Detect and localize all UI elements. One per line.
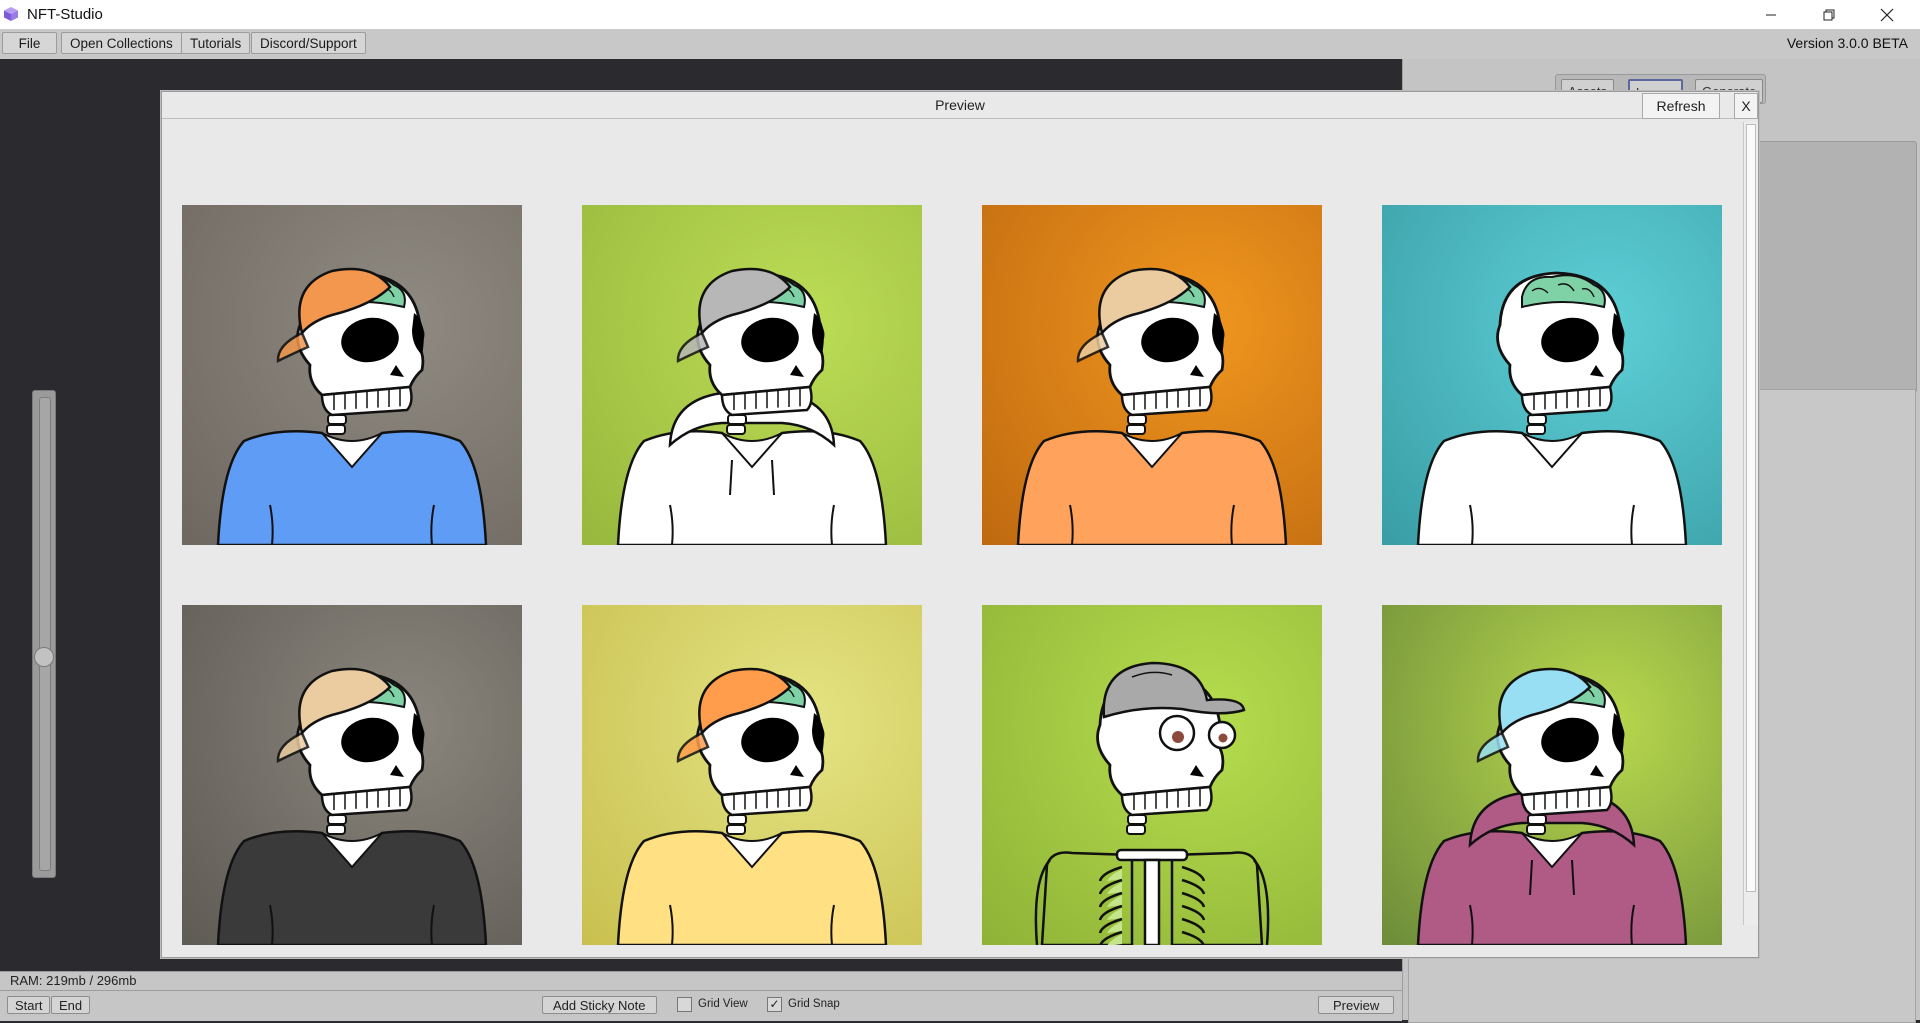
minimize-icon	[1766, 14, 1776, 15]
file-menu-button[interactable]: File	[2, 32, 57, 54]
restore-icon	[1823, 9, 1835, 20]
close-icon	[1880, 8, 1894, 21]
minimize-button[interactable]	[1742, 0, 1800, 29]
grid-snap-label: Grid Snap	[788, 998, 840, 1010]
nft-preview-image[interactable]	[982, 205, 1322, 545]
nft-preview-image[interactable]	[1382, 205, 1722, 545]
open-collections-button[interactable]: Open Collections	[61, 32, 182, 54]
zoom-slider-thumb[interactable]	[34, 647, 54, 667]
nft-preview-image[interactable]	[1382, 605, 1722, 945]
title-bar: NFT-Studio	[0, 0, 1920, 29]
nft-preview-image[interactable]	[582, 205, 922, 545]
add-sticky-note-button[interactable]: Add Sticky Note	[542, 996, 657, 1014]
restore-button[interactable]	[1800, 0, 1858, 29]
bottom-toolbar: Start End Add Sticky Note Grid View ✓ Gr…	[0, 990, 1402, 1021]
refresh-button[interactable]: Refresh	[1642, 93, 1720, 119]
grid-view-checkbox[interactable]	[677, 997, 692, 1012]
close-window-button[interactable]	[1858, 0, 1916, 29]
nft-preview-image[interactable]	[582, 605, 922, 945]
tutorials-button[interactable]: Tutorials	[181, 32, 251, 54]
end-button[interactable]: End	[51, 996, 91, 1014]
zoom-slider-track[interactable]	[32, 390, 56, 878]
start-button[interactable]: Start	[7, 996, 51, 1014]
nft-preview-image[interactable]	[982, 605, 1322, 945]
preview-scrollbar-thumb[interactable]	[1746, 124, 1756, 892]
preview-title: Preview	[935, 97, 985, 113]
grid-snap-checkbox[interactable]: ✓	[767, 997, 782, 1012]
nft-preview-image[interactable]	[182, 605, 522, 945]
grid-view-label: Grid View	[698, 998, 748, 1010]
version-label: Version 3.0.0 BETA	[1786, 35, 1908, 51]
preview-header: Preview Refresh X	[162, 92, 1758, 119]
ram-usage-label: RAM: 219mb / 296mb	[10, 973, 137, 988]
preview-dialog: Preview Refresh X	[161, 91, 1759, 958]
menu-bar: File Open Collections Tutorials Discord/…	[0, 29, 1920, 60]
discord-support-button[interactable]: Discord/Support	[251, 32, 366, 54]
preview-scrollbar[interactable]	[1743, 122, 1758, 925]
app-title: NFT-Studio	[27, 6, 103, 23]
status-bar: RAM: 219mb / 296mb	[0, 971, 1402, 990]
preview-button[interactable]: Preview	[1318, 996, 1395, 1014]
nft-preview-image[interactable]	[182, 205, 522, 545]
app-cube-icon	[4, 7, 18, 21]
close-preview-button[interactable]: X	[1734, 93, 1758, 119]
